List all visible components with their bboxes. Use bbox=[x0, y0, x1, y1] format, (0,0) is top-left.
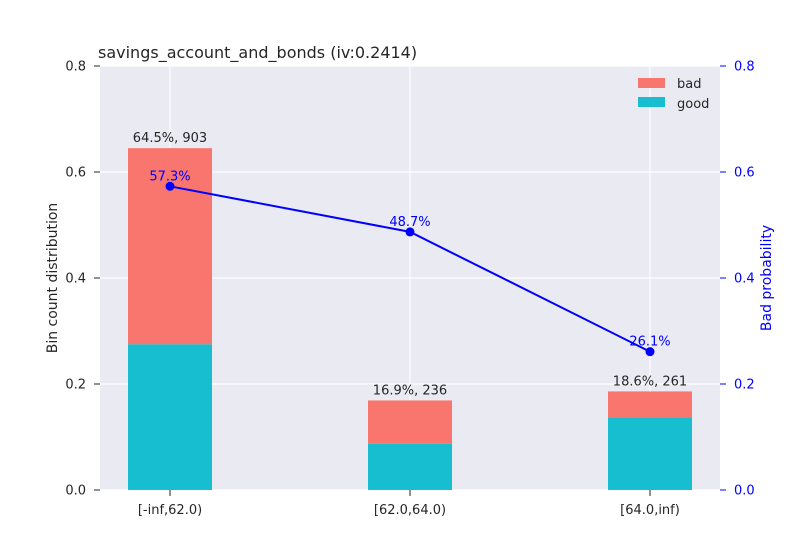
legend-swatch-bad bbox=[638, 78, 665, 88]
bar-labels: 64.5%, 903 16.9%, 236 18.6%, 261 bbox=[133, 131, 687, 398]
legend: bad good bbox=[638, 77, 709, 112]
x-tick-label: [-inf,62.0) bbox=[138, 503, 202, 518]
legend-swatch-good bbox=[638, 97, 665, 107]
chart-title: savings_account_and_bonds (iv:0.2414) bbox=[98, 43, 417, 63]
line-point bbox=[645, 347, 655, 357]
y2-axis-title: Bad probability bbox=[759, 225, 775, 331]
y2-tick-label: 0.8 bbox=[734, 60, 755, 75]
bar-good bbox=[608, 417, 692, 490]
bars bbox=[128, 148, 692, 490]
bar-good bbox=[128, 344, 212, 490]
y-tick-label: 0.8 bbox=[65, 60, 86, 75]
bar-label: 18.6%, 261 bbox=[613, 374, 687, 389]
legend-label-bad: bad bbox=[677, 77, 701, 92]
left-axis: 0.0 0.2 0.4 0.6 0.8 bbox=[65, 60, 100, 499]
y2-tick-label: 0.2 bbox=[734, 378, 755, 393]
bar-good bbox=[368, 443, 452, 490]
y-axis-title: Bin count distribution bbox=[45, 203, 61, 354]
line-point bbox=[405, 227, 415, 237]
y-tick-label: 0.4 bbox=[65, 272, 86, 287]
y2-tick-label: 0.0 bbox=[734, 484, 755, 499]
line-point bbox=[165, 181, 175, 191]
y2-tick-label: 0.4 bbox=[734, 272, 755, 287]
bar-label: 64.5%, 903 bbox=[133, 131, 207, 146]
legend-label-good: good bbox=[677, 97, 709, 112]
line-labels: 57.3% 48.7% 26.1% bbox=[149, 169, 670, 349]
bar-bad bbox=[128, 148, 212, 345]
x-tick-label: [64.0,inf) bbox=[620, 503, 680, 518]
right-axis: 0.0 0.2 0.4 0.6 0.8 bbox=[720, 60, 755, 499]
x-axis: [-inf,62.0) [62.0,64.0) [64.0,inf) bbox=[138, 490, 680, 518]
bar-label: 16.9%, 236 bbox=[373, 383, 447, 398]
bar-bad bbox=[608, 391, 692, 418]
line-label: 48.7% bbox=[389, 215, 430, 230]
y2-tick-label: 0.6 bbox=[734, 166, 755, 181]
line-label: 57.3% bbox=[149, 169, 190, 184]
bar-bad bbox=[368, 400, 452, 444]
y-tick-label: 0.6 bbox=[65, 166, 86, 181]
y-tick-label: 0.2 bbox=[65, 378, 86, 393]
x-tick-label: [62.0,64.0) bbox=[374, 503, 446, 518]
line-label: 26.1% bbox=[629, 335, 670, 350]
bad-probability-points bbox=[165, 181, 655, 357]
y-tick-label: 0.0 bbox=[65, 484, 86, 499]
